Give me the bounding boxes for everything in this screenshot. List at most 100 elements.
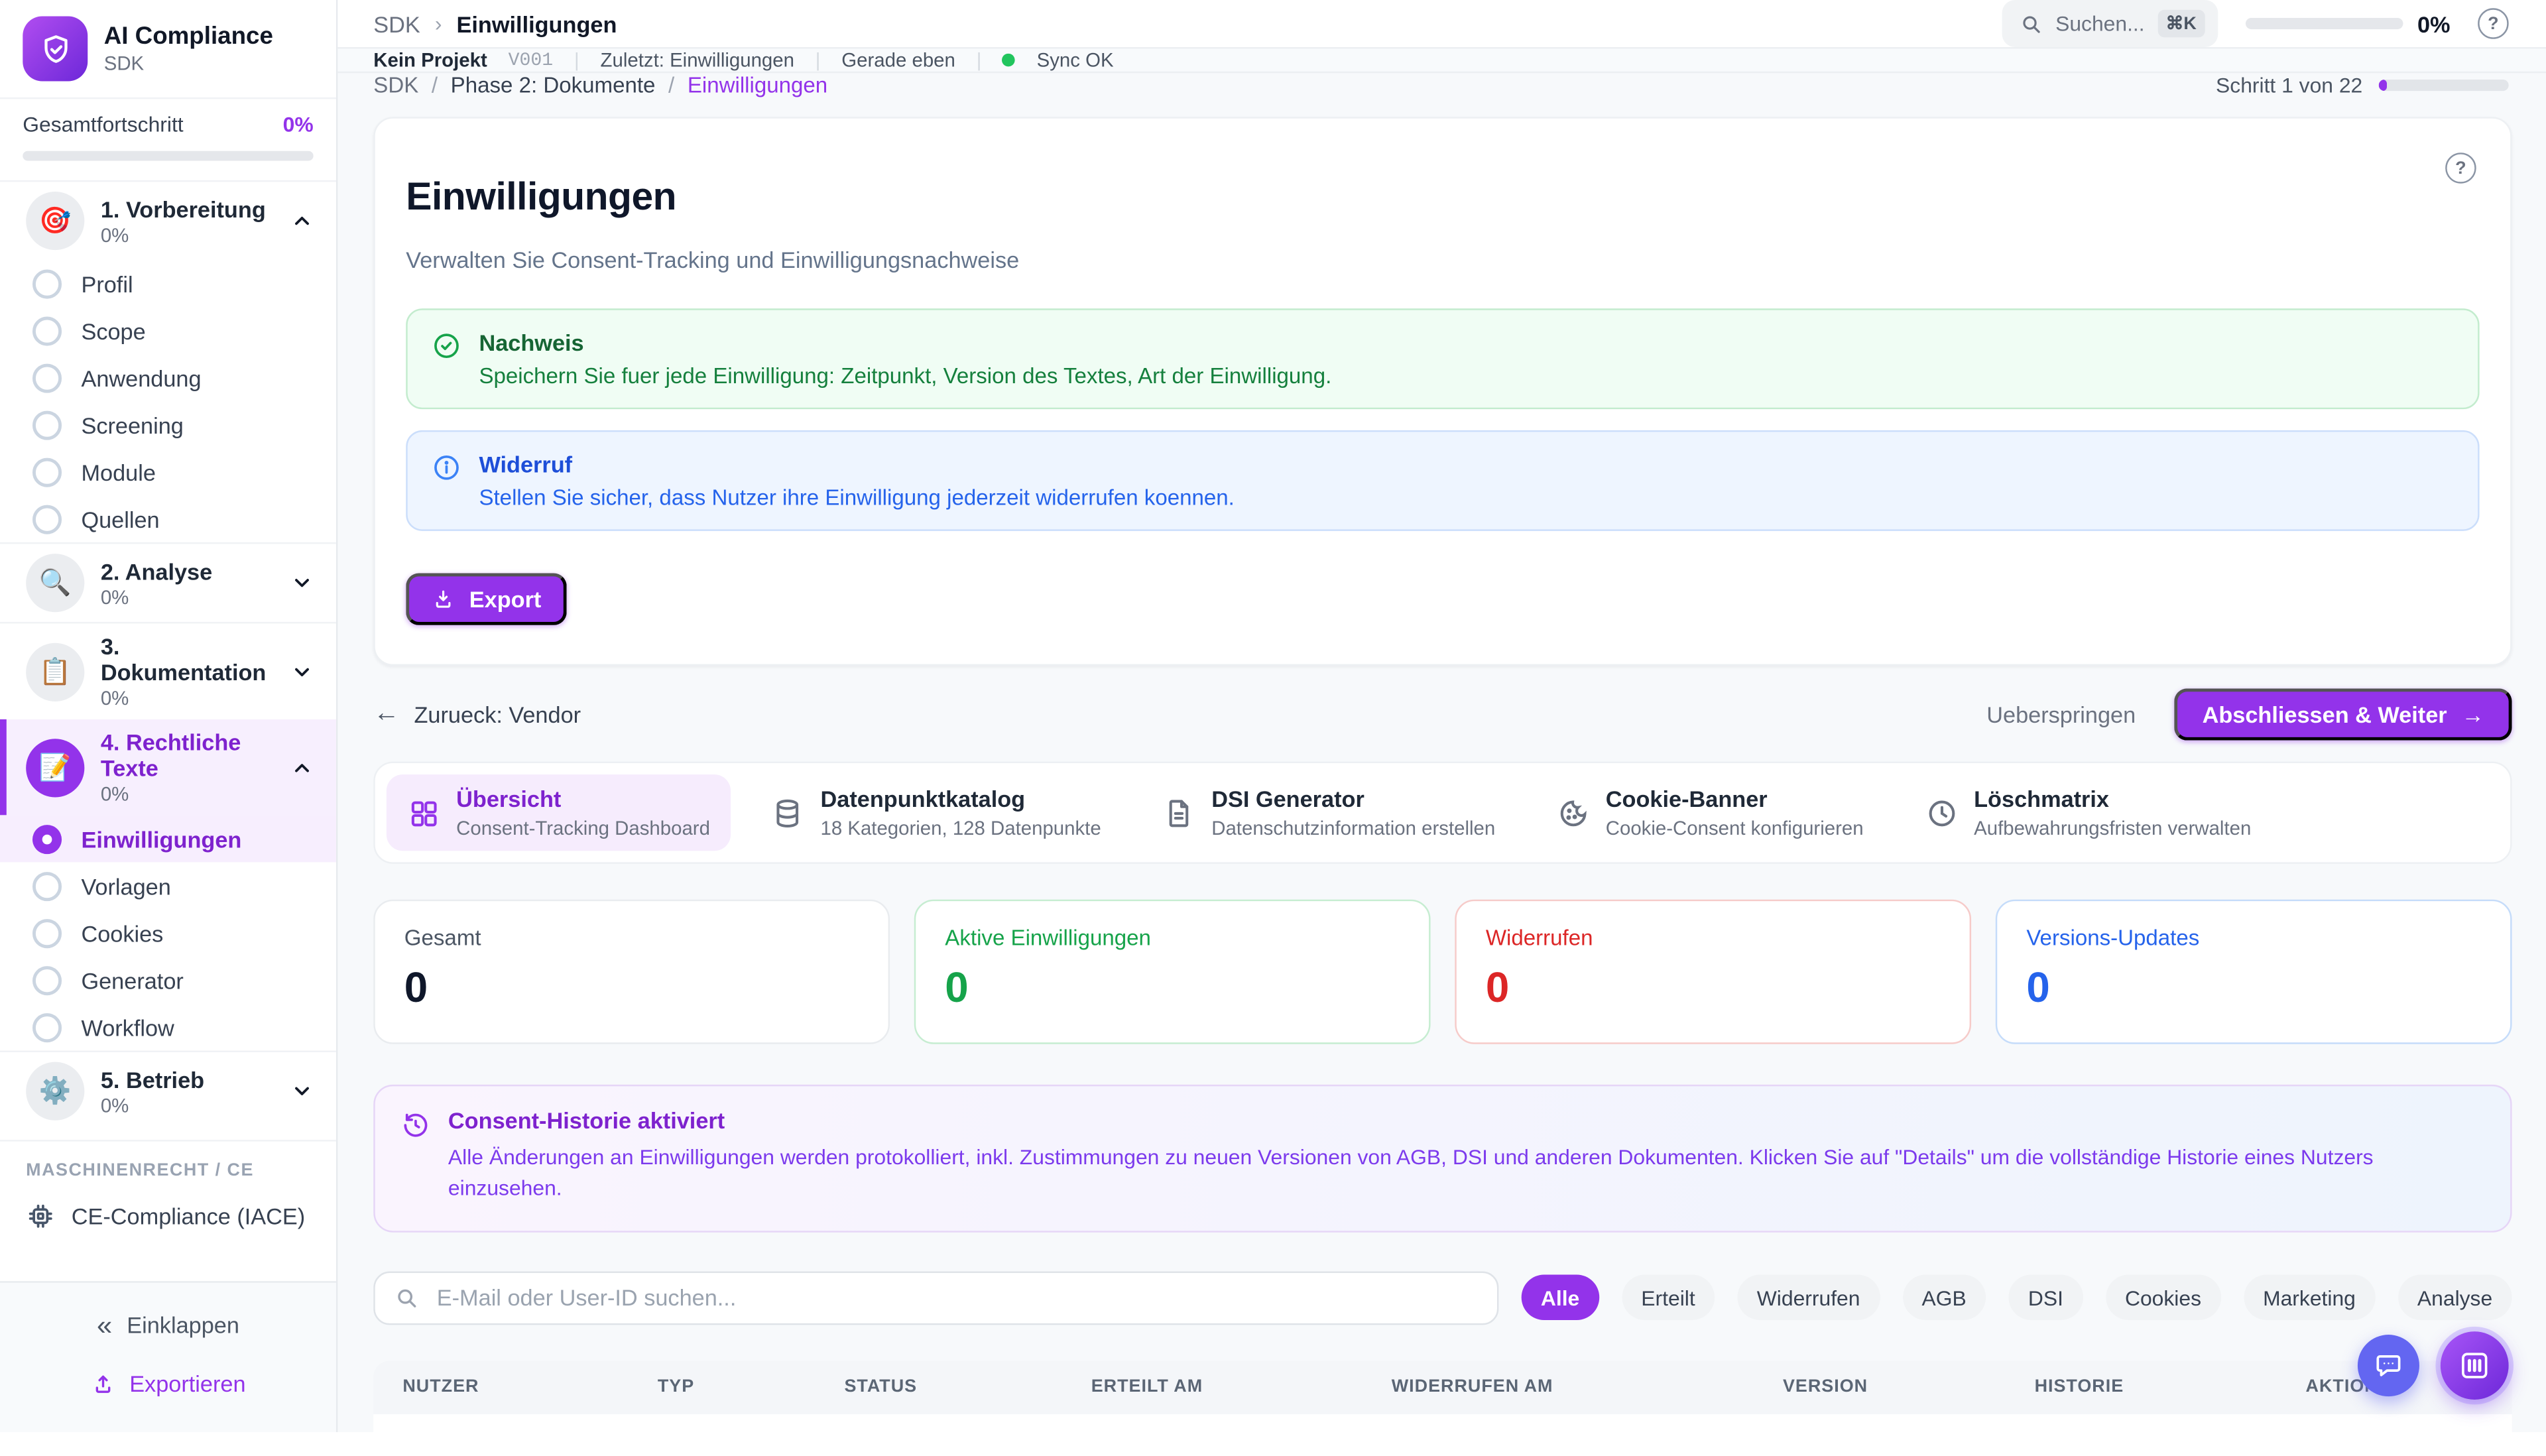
sidebar-item-scope[interactable]: Scope xyxy=(0,307,336,354)
filter-cookies[interactable]: Cookies xyxy=(2105,1275,2221,1321)
global-search-button[interactable]: Suchen... ⌘K xyxy=(2002,0,2218,48)
progress-label: Gesamtfortschritt xyxy=(23,111,184,137)
filter-analyse[interactable]: Analyse xyxy=(2397,1275,2512,1321)
sidebar-item-label: Generator xyxy=(81,967,184,993)
magnifier-icon: 🔍 xyxy=(26,554,85,613)
column-header-version: VERSION xyxy=(1782,1377,1868,1397)
tab-uebersicht[interactable]: Übersicht Consent-Tracking Dashboard xyxy=(386,774,731,851)
collapse-sidebar-button[interactable]: « Einklappen xyxy=(0,1296,336,1354)
card-help-icon[interactable]: ? xyxy=(2445,152,2476,184)
section-tabs: Übersicht Consent-Tracking Dashboard Date… xyxy=(373,761,2512,865)
tab-dsi-generator[interactable]: DSI Generator Datenschutzinformation erst… xyxy=(1142,775,1516,851)
filter-widerrufen[interactable]: Widerrufen xyxy=(1737,1275,1880,1321)
topbar: SDK › Einwilligungen Suchen... ⌘K 0% ? xyxy=(337,0,2546,48)
export-button-label: Export xyxy=(469,586,542,613)
section-percent: 0% xyxy=(100,585,129,609)
filter-marketing[interactable]: Marketing xyxy=(2243,1275,2376,1321)
chat-bubble-icon xyxy=(2376,1355,2401,1376)
info-circle-icon xyxy=(434,455,459,481)
arrow-left-icon: ← xyxy=(373,699,400,728)
database-icon xyxy=(777,799,799,827)
chat-button[interactable] xyxy=(2357,1335,2419,1397)
ce-item-label: CE-Compliance (IACE) xyxy=(71,1203,306,1229)
search-icon xyxy=(2023,15,2040,32)
sidebar-item-anwendung[interactable]: Anwendung xyxy=(0,354,336,401)
sidebar-item-screening[interactable]: Screening xyxy=(0,401,336,448)
column-header-widerrufen-am: WIDERRUFEN AM xyxy=(1391,1377,1553,1397)
memo-icon: 📝 xyxy=(26,738,85,797)
divider: / xyxy=(431,73,438,97)
tab-loeschmatrix[interactable]: Löschmatrix Aufbewahrungsfristen verwalte… xyxy=(1904,775,2272,851)
wizard-crumb-phase[interactable]: Phase 2: Dokumente xyxy=(450,73,656,97)
main-area: SDK › Einwilligungen Suchen... ⌘K 0% ? K… xyxy=(337,0,2546,1456)
sidebar-item-vorlagen[interactable]: Vorlagen xyxy=(0,862,336,909)
filter-agb[interactable]: AGB xyxy=(1902,1275,1986,1321)
tab-cookie-banner[interactable]: Cookie-Banner Cookie-Consent konfiguriere… xyxy=(1536,775,1884,851)
shield-check-icon xyxy=(44,34,67,62)
radio-circle-icon xyxy=(32,918,62,947)
sidebar-section-analyse[interactable]: 🔍 2. Analyse 0% xyxy=(0,542,336,622)
sidebar-item-label: Screening xyxy=(81,411,184,438)
double-chevron-left-icon: « xyxy=(97,1309,113,1341)
wizard-crumb-root[interactable]: SDK xyxy=(373,73,419,97)
version-badge: V001 xyxy=(508,49,554,71)
stat-versions-updates: Versions-Updates 0 xyxy=(1995,900,2512,1045)
breadcrumb-root[interactable]: SDK xyxy=(373,10,420,37)
sidebar-section-vorbereitung[interactable]: 🎯 1. Vorbereitung 0% xyxy=(0,182,336,260)
chevron-up-icon xyxy=(295,216,309,225)
search-icon xyxy=(398,1289,416,1307)
sidebar-item-module[interactable]: Module xyxy=(0,448,336,495)
sidebar-section-dokumentation[interactable]: 📋 3. Dokumentation 0% xyxy=(0,621,336,719)
chevron-down-icon xyxy=(295,667,309,676)
consent-search-input[interactable] xyxy=(433,1283,1478,1313)
back-button[interactable]: ← Zurueck: Vendor xyxy=(373,700,581,729)
sidebar-item-profil[interactable]: Profil xyxy=(0,260,336,307)
sidebar-item-label: Vorlagen xyxy=(81,873,171,899)
sidebar-item-generator[interactable]: Generator xyxy=(0,956,336,1003)
columns-panel-button[interactable] xyxy=(2440,1331,2509,1400)
export-sidebar-button[interactable]: Exportieren xyxy=(0,1354,336,1412)
column-header-typ: TYP xyxy=(657,1377,695,1397)
help-icon[interactable]: ? xyxy=(2478,8,2509,39)
skip-button[interactable]: Ueberspringen xyxy=(1986,701,2136,728)
tab-datenpunktkatalog[interactable]: Datenpunktkatalog 18 Kategorien, 128 Date… xyxy=(751,775,1122,851)
page-title: Einwilligungen xyxy=(406,175,677,219)
section-percent: 0% xyxy=(100,686,129,710)
divider: / xyxy=(668,73,675,97)
sidebar-item-quellen[interactable]: Quellen xyxy=(0,495,336,542)
filter-alle[interactable]: Alle xyxy=(1521,1275,1599,1321)
stat-label: Aktive Einwilligungen xyxy=(945,926,1151,951)
sidebar-item-workflow[interactable]: Workflow xyxy=(0,1003,336,1050)
consent-search-field[interactable] xyxy=(373,1271,1499,1325)
sidebar-section-betrieb[interactable]: ⚙️ 5. Betrieb 0% xyxy=(0,1050,336,1130)
table-body xyxy=(373,1414,2512,1456)
section-title: 4. Rechtliche Texte xyxy=(100,729,241,781)
sync-status-dot xyxy=(1002,53,1016,67)
column-header-nutzer: NUTZER xyxy=(402,1377,479,1397)
filter-erteilt[interactable]: Erteilt xyxy=(1621,1275,1715,1321)
column-header-erteilt-am: ERTEILT AM xyxy=(1091,1377,1203,1397)
sidebar-section-rechtliche-texte[interactable]: 📝 4. Rechtliche Texte 0% xyxy=(0,719,336,816)
clock-icon xyxy=(1928,800,1955,826)
sidebar-item-label: Module xyxy=(81,458,156,485)
sidebar-item-label: Workflow xyxy=(81,1014,174,1040)
sidebar-item-einwilligungen[interactable]: Einwilligungen xyxy=(0,815,336,863)
tab-title: DSI Generator xyxy=(1211,786,1364,812)
back-label: Zurueck: Vendor xyxy=(414,701,581,728)
complete-next-button[interactable]: Abschliessen & Weiter → xyxy=(2174,688,2512,741)
sidebar-item-cookies[interactable]: Cookies xyxy=(0,909,336,956)
columns-icon xyxy=(2462,1353,2488,1378)
table-header-row: NUTZER TYP STATUS ERTEILT AM WIDERRUFEN … xyxy=(373,1360,2512,1414)
wizard-crumb-current: Einwilligungen xyxy=(687,73,828,97)
download-icon xyxy=(436,591,451,609)
radio-circle-icon xyxy=(32,871,62,900)
topbar-progress-bar xyxy=(2245,17,2403,30)
sidebar-item-ce-compliance[interactable]: CE-Compliance (IACE) xyxy=(0,1192,336,1254)
app-logo xyxy=(23,16,88,82)
breadcrumb-current: Einwilligungen xyxy=(456,10,617,37)
export-button[interactable]: Export xyxy=(406,573,568,626)
filter-dsi[interactable]: DSI xyxy=(2008,1275,2083,1321)
tab-subtitle: Aufbewahrungsfristen verwalten xyxy=(1974,817,2252,840)
wizard-step-fill xyxy=(2378,80,2387,91)
